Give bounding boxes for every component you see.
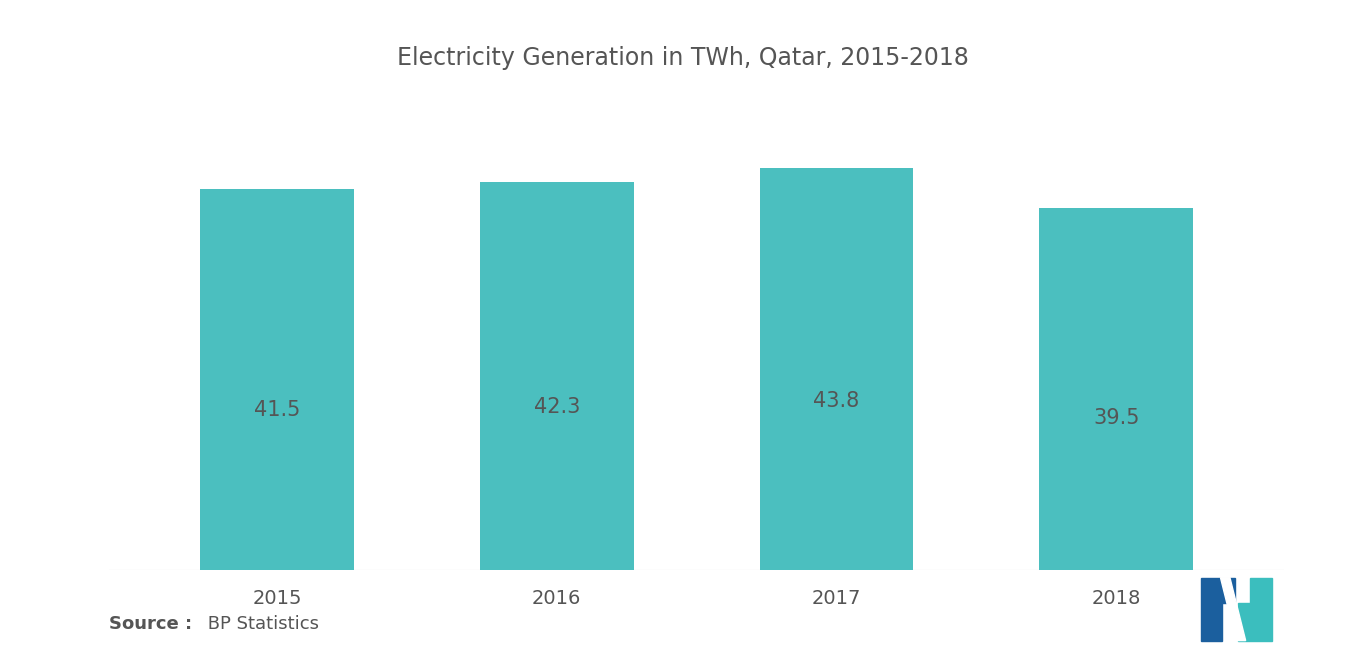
Text: 41.5: 41.5 <box>254 400 301 420</box>
Polygon shape <box>1201 578 1235 641</box>
Bar <box>201 189 354 570</box>
Bar <box>479 182 634 570</box>
Polygon shape <box>1238 578 1272 641</box>
Bar <box>1040 208 1193 570</box>
Polygon shape <box>1220 578 1246 641</box>
Text: BP Statistics: BP Statistics <box>202 615 320 633</box>
Text: 39.5: 39.5 <box>1093 407 1139 428</box>
Text: 43.8: 43.8 <box>813 391 859 411</box>
Bar <box>759 168 914 570</box>
Text: Electricity Generation in TWh, Qatar, 2015-2018: Electricity Generation in TWh, Qatar, 20… <box>398 46 968 70</box>
Text: Source :: Source : <box>109 615 193 633</box>
Text: 42.3: 42.3 <box>534 397 581 417</box>
